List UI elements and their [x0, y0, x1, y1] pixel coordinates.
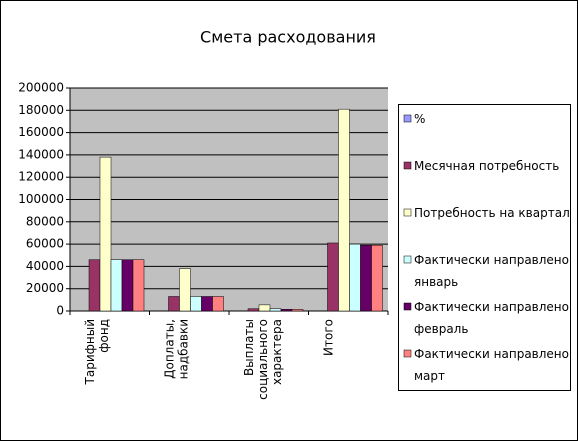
- legend-label: Потребность на квартал: [414, 206, 570, 220]
- bar: [110, 259, 123, 312]
- y-tick-label: 160000: [18, 125, 64, 139]
- legend-label: Месячная потребность: [414, 159, 559, 173]
- bar: [190, 296, 202, 312]
- y-tick-label: 60000: [26, 237, 64, 251]
- legend-swatch: [403, 302, 412, 311]
- legend-swatch: [403, 208, 412, 217]
- legend-box: [398, 104, 571, 391]
- x-tick-label: Тарифныйфонд: [82, 319, 110, 385]
- y-tick-label: 100000: [18, 192, 64, 206]
- y-tick-label: 0: [56, 304, 64, 318]
- bar: [338, 108, 350, 312]
- legend-label: Фактически направлено февраль: [414, 300, 569, 336]
- bar: [168, 296, 180, 312]
- bar: [201, 296, 213, 312]
- y-tick-label: 200000: [18, 81, 64, 95]
- legend-label: %: [414, 112, 425, 126]
- legend-label: Фактически направлено март: [414, 347, 569, 383]
- legend-swatch: [403, 161, 412, 170]
- bar: [280, 309, 293, 312]
- bar: [247, 308, 260, 312]
- y-tick-label: 120000: [18, 170, 64, 184]
- bar: [258, 304, 271, 312]
- bar: [291, 309, 304, 312]
- legend-swatch: [403, 255, 412, 264]
- y-tick-label: 180000: [18, 103, 64, 117]
- chart-title: Смета расходования: [200, 28, 376, 47]
- x-tick-label: Итого: [321, 319, 335, 356]
- y-tick-label: 20000: [26, 281, 64, 295]
- bar: [99, 156, 112, 312]
- bar: [88, 259, 101, 312]
- legend-swatch: [403, 349, 412, 358]
- y-tick-label: 80000: [26, 214, 64, 228]
- bar: [212, 296, 224, 312]
- bar: [360, 244, 372, 312]
- x-tick-label: Доплаты,надбавки: [162, 319, 190, 379]
- legend-swatch: [403, 114, 412, 123]
- bar: [371, 244, 383, 312]
- bar: [269, 308, 282, 312]
- legend-label: Фактически направлено январь: [414, 253, 569, 289]
- bar: [179, 268, 191, 312]
- bar: [121, 259, 134, 312]
- bar: [132, 259, 145, 312]
- bar: [327, 242, 339, 312]
- y-tick-label: 140000: [18, 147, 64, 161]
- bar: [349, 243, 361, 312]
- x-tick-label: Выплатысоциальногохарактера: [241, 319, 283, 400]
- y-tick-label: 40000: [26, 259, 64, 273]
